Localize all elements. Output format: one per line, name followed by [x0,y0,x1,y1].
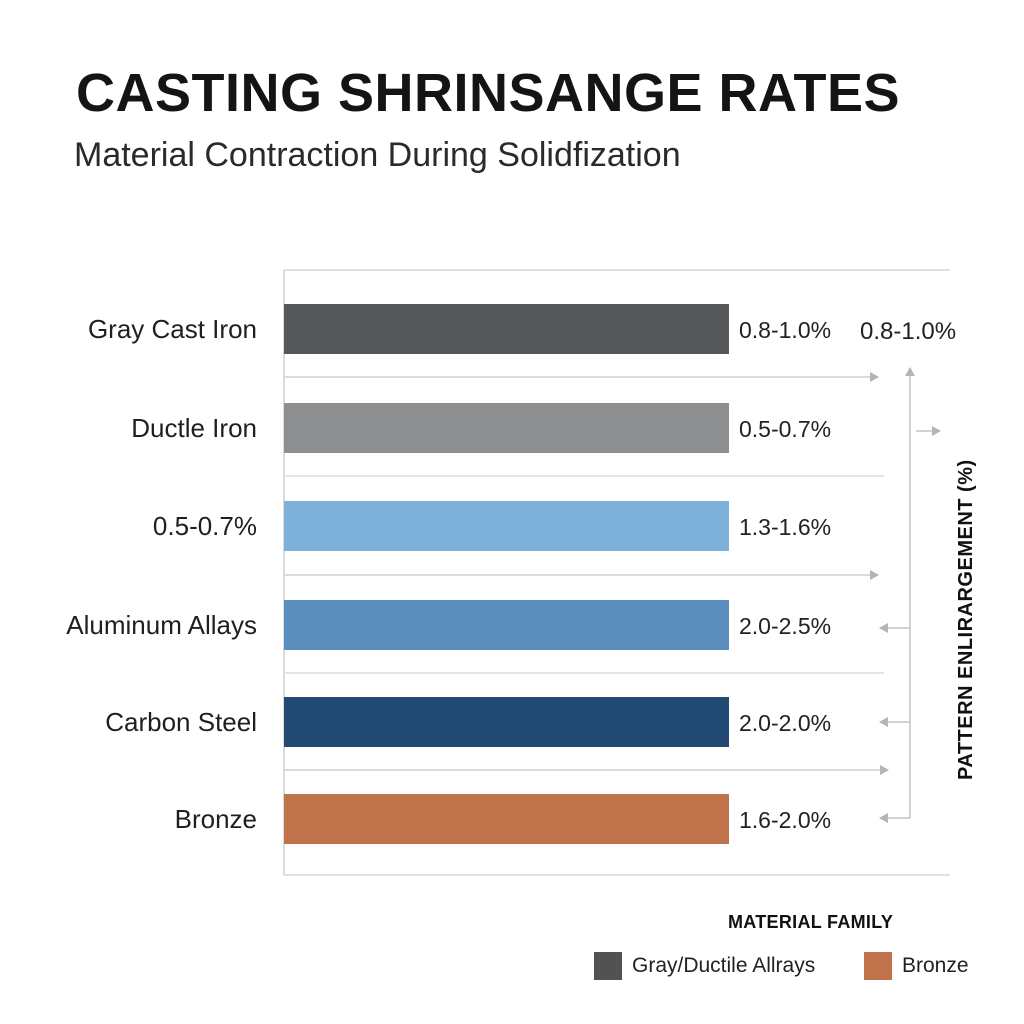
legend-swatch [594,952,622,980]
axis-title: PATTERN ENLIRARGEMENT (%) [955,459,977,780]
bar-0 [284,304,729,354]
chart-title: CASTING SHRINSANGE RATES [76,63,901,123]
bar-3 [284,600,729,650]
legend-title: MATERIAL FAMILY [728,912,894,932]
chart-grid [283,269,950,876]
value-label: 0.5-0.7% [739,416,831,442]
legend-swatch [864,952,892,980]
bar-2 [284,501,729,551]
category-label: Ductle Iron [131,413,257,443]
category-label: Gray Cast Iron [88,314,257,344]
bar-5 [284,794,729,844]
bar-1 [284,403,729,453]
category-label: Aluminum Allays [66,610,257,640]
chart-subtitle: Material Contraction During Solidfizatio… [74,136,681,174]
enlargement-bracket [879,367,941,823]
value-label: 2.0-2.0% [739,710,831,736]
extra-value-label: 0.8-1.0% [860,318,956,345]
value-label: 2.0-2.5% [739,613,831,639]
category-label: Bronze [175,804,257,834]
legend-item-bronze: Bronze [864,952,969,980]
category-label: 0.5-0.7% [153,511,257,541]
legend-label: Bronze [902,954,969,977]
value-label: 1.6-2.0% [739,807,831,833]
value-label: 1.3-1.6% [739,514,831,540]
legend-item-gray-ductile: Gray/Ductile Allrays [594,952,815,980]
category-label: Carbon Steel [105,707,257,737]
bar-4 [284,697,729,747]
value-label: 0.8-1.0% [739,317,831,343]
legend-label: Gray/Ductile Allrays [632,954,816,977]
